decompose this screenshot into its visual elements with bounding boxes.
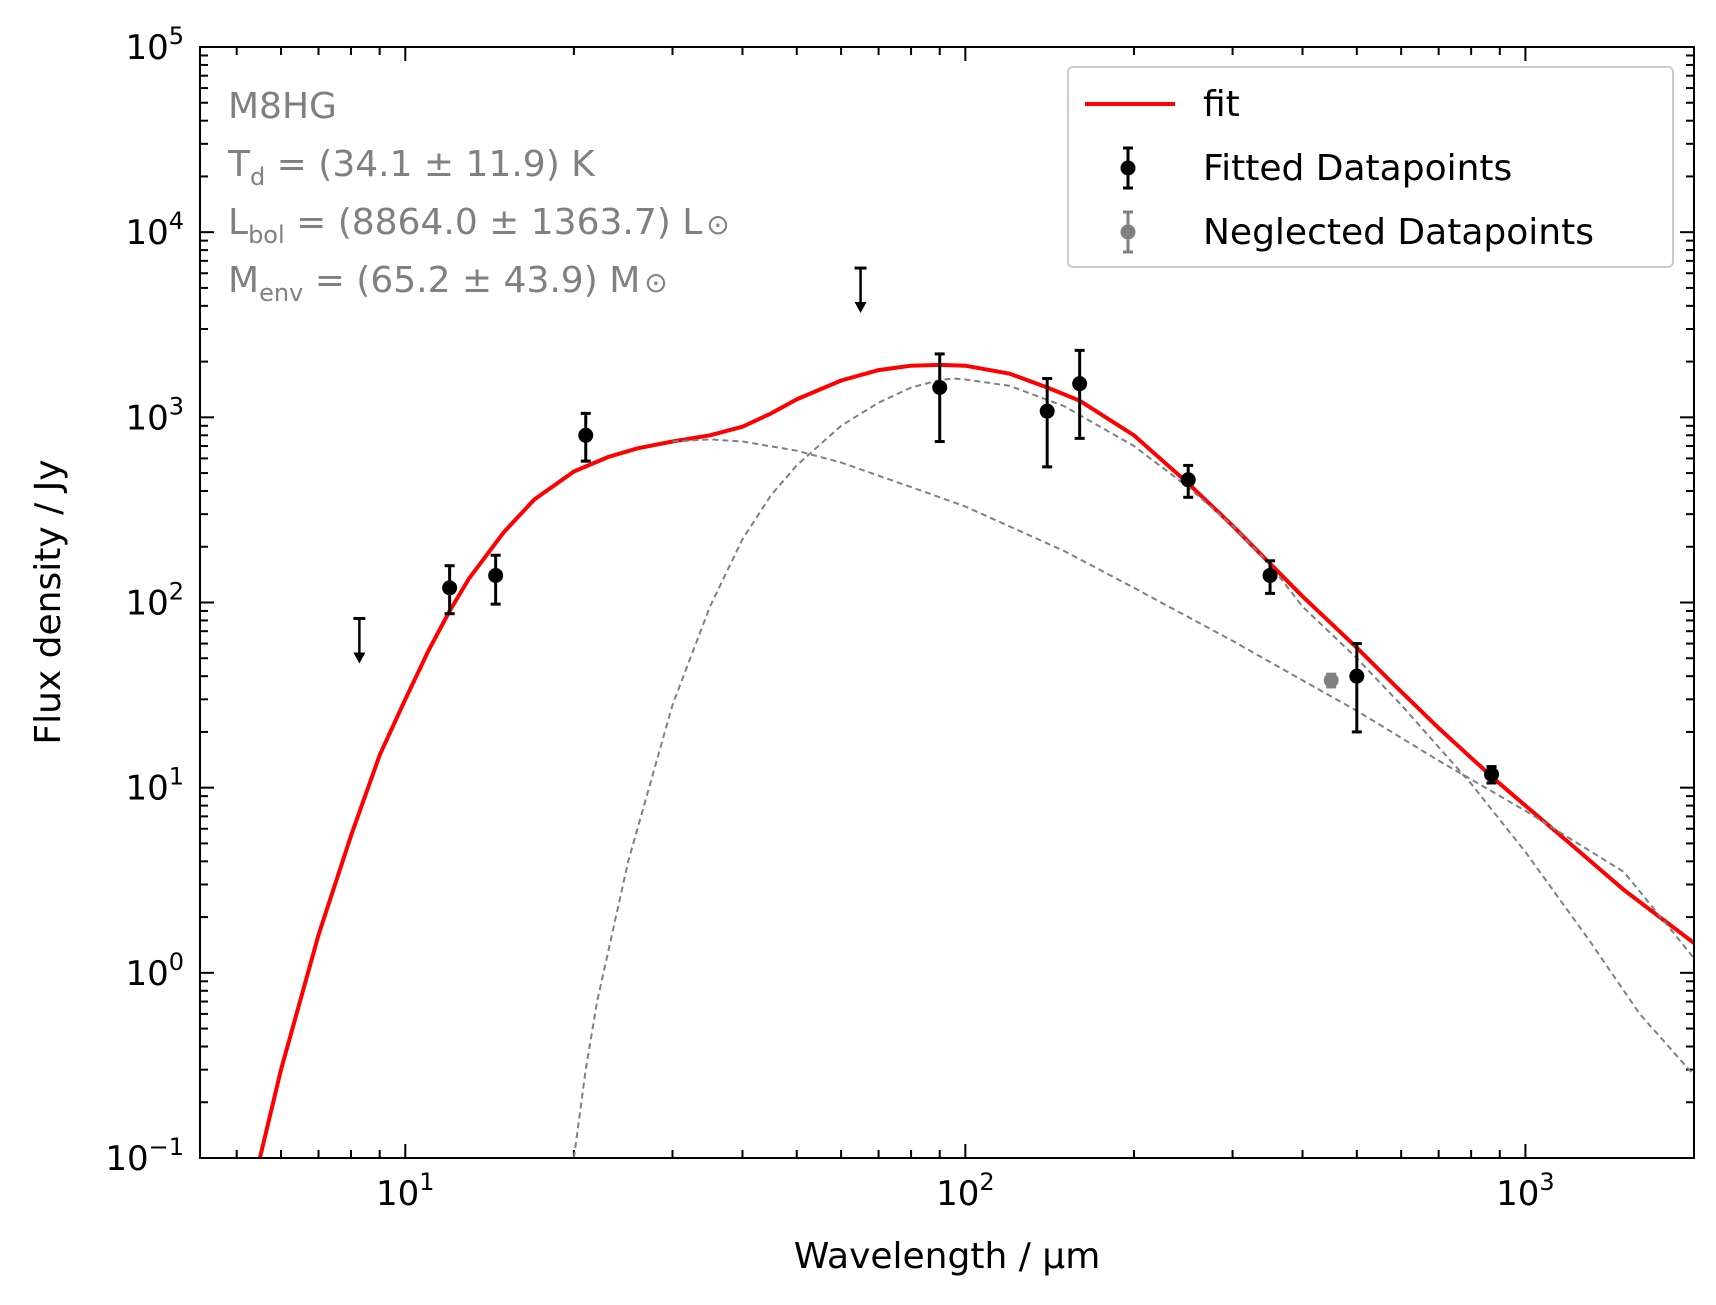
upper-limit-marker [854, 266, 867, 314]
legend: fit Fitted Datapoints Neglected Datapoints [1067, 66, 1674, 268]
fitted-datapoint [1484, 765, 1500, 785]
legend-entry-1: Fitted Datapoints [1120, 146, 1512, 190]
data-points [353, 266, 1500, 785]
legend-label: Fitted Datapoints [1203, 148, 1512, 189]
fitted-datapoint [442, 564, 458, 616]
fit-curve [257, 362, 1694, 1158]
source-name: M8HG [228, 86, 337, 127]
legend-box [1067, 66, 1674, 268]
annotation-env: Menv = (65.2 ± 43.9) M ⊙ [228, 260, 668, 307]
upper-limit-marker [353, 616, 366, 664]
y-tick-label: 101 [125, 763, 184, 809]
y-tick-label: 105 [125, 22, 184, 68]
x-tick-label: 102 [936, 1168, 995, 1214]
y-tick-label: 10−1 [105, 1133, 184, 1179]
legend-entry-0: fit [1085, 84, 1240, 125]
legend-label: fit [1203, 84, 1240, 125]
legend-errorbar-swatch [1120, 146, 1136, 190]
fitted-datapoint [1349, 642, 1365, 734]
model-curves [257, 362, 1694, 1158]
y-tick-label: 103 [125, 392, 184, 438]
y-axis-label: Flux density / Jy [28, 459, 69, 744]
y-tick-label: 104 [125, 207, 184, 253]
cold-component-curve [572, 377, 1694, 1158]
fit-annotations: M8HG Td = (34.1 ± 11.9) K Lbol = (8864.0 … [227, 86, 730, 307]
neglected-datapoint [1323, 672, 1339, 689]
x-axis-label: Wavelength / μm [794, 1236, 1101, 1277]
x-tick-label: 101 [376, 1168, 435, 1214]
warm-component-curve [672, 438, 1694, 959]
plot-frame [199, 46, 1695, 1159]
y-tick-label: 100 [125, 948, 184, 994]
legend-errorbar-swatch [1120, 210, 1136, 254]
fitted-datapoint [1072, 348, 1088, 440]
legend-label: Neglected Datapoints [1203, 212, 1594, 253]
annotation-bol: Lbol = (8864.0 ± 1363.7) L ⊙ [228, 202, 730, 249]
fitted-datapoint [1262, 559, 1278, 595]
fitted-datapoint [932, 352, 948, 444]
y-tick-label: 102 [125, 578, 184, 624]
axis-ticks: 101 102 103 10−1 100 101 102 103 104 105 [105, 22, 1695, 1214]
x-tick-label: 103 [1496, 1168, 1555, 1214]
legend-entry-2: Neglected Datapoints [1120, 210, 1594, 254]
fitted-datapoint [578, 411, 594, 463]
annotation-d: Td = (34.1 ± 11.9) K [227, 144, 596, 191]
fitted-datapoint [488, 553, 504, 606]
fitted-datapoint [1039, 377, 1055, 469]
fitted-datapoint [1180, 463, 1196, 499]
